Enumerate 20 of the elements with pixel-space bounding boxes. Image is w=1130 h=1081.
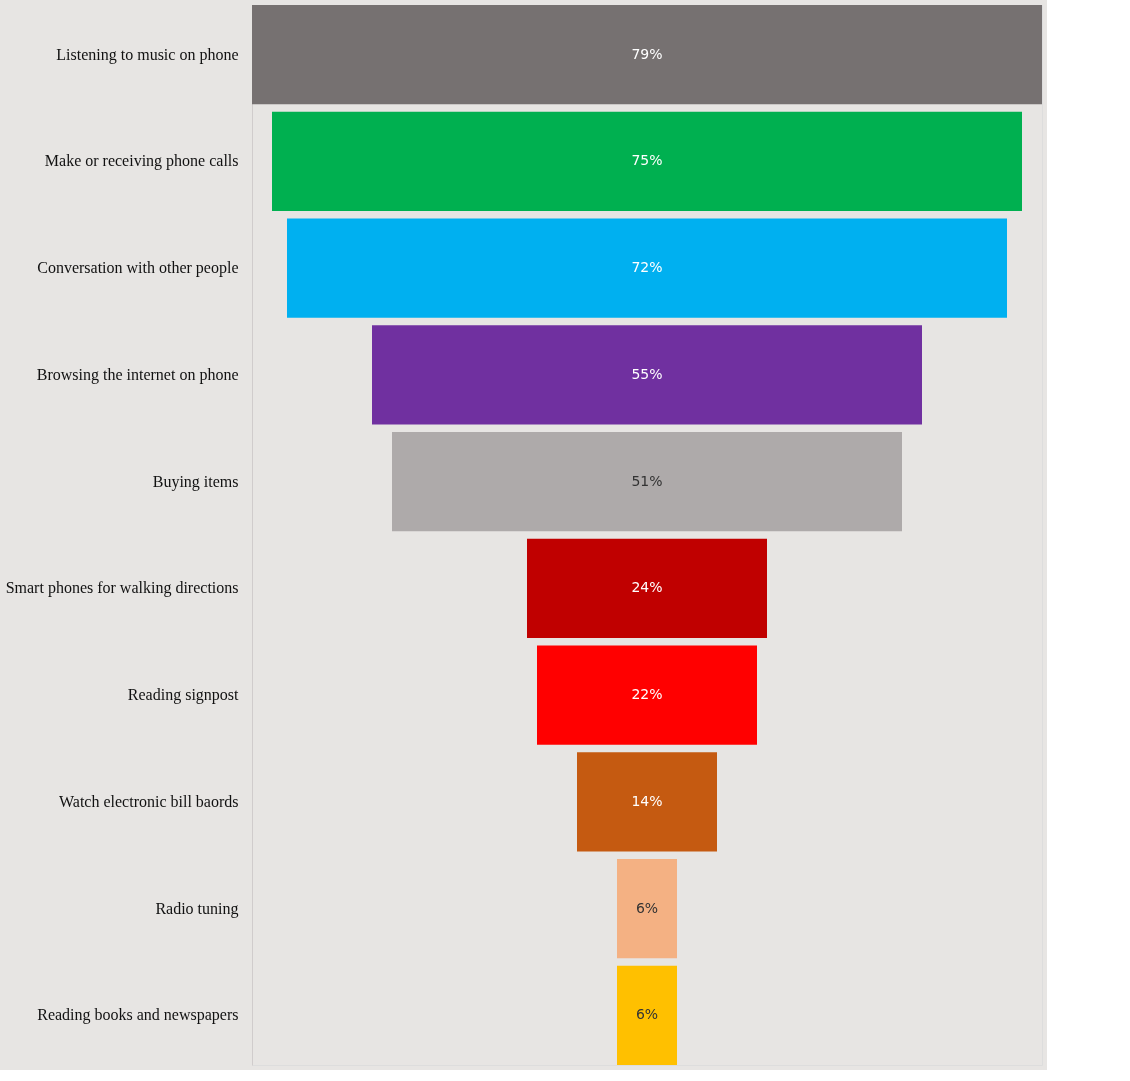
data-label: 55% (631, 365, 663, 382)
category-label: Browsing the internet on phone (36, 365, 239, 384)
data-label: 24% (631, 579, 663, 596)
category-label: Make or receiving phone calls (44, 152, 239, 171)
data-label: 75% (631, 152, 663, 169)
category-label: Reading books and newspapers (37, 1006, 239, 1025)
category-label: Listening to music on phone (56, 45, 239, 64)
data-label: 22% (631, 686, 663, 703)
category-label: Smart phones for walking directions (5, 579, 239, 598)
data-label: 51% (631, 472, 663, 489)
data-label: 6% (635, 899, 659, 916)
category-label: Radio tuning (155, 899, 239, 918)
category-label: Watch electronic bill baords (58, 792, 239, 810)
data-label: 79% (631, 45, 663, 62)
data-label: 72% (631, 259, 663, 276)
data-label: 6% (635, 1006, 659, 1023)
category-label: Buying items (152, 472, 239, 491)
data-label: 14% (631, 792, 663, 809)
category-label: Conversation with other people (37, 259, 239, 278)
category-label: Reading signpost (127, 686, 240, 705)
